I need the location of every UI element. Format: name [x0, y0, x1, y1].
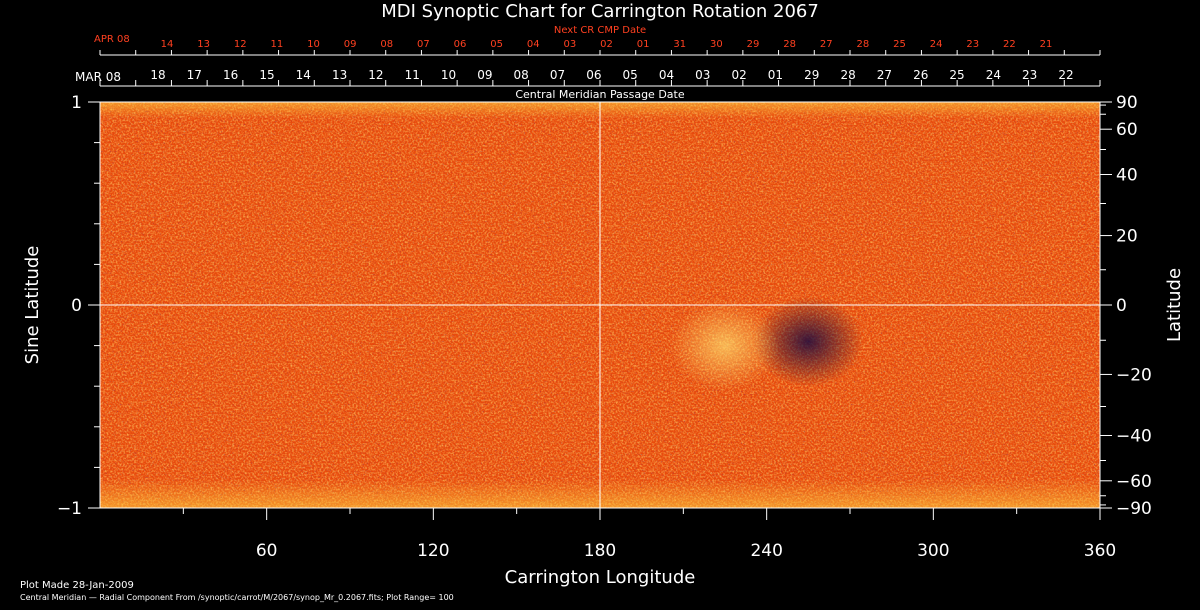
next-cr-day: 01: [637, 39, 650, 50]
top-axis-day: 07: [550, 68, 565, 82]
y-right-tick-label: 0: [1116, 296, 1127, 316]
left-axis: 1 0 −1: [57, 93, 100, 519]
x-tick-label: 180: [584, 541, 616, 561]
top-axis-day: 22: [1058, 68, 1073, 82]
top-axis-day: 12: [368, 68, 383, 82]
y-right-tick-label: 20: [1116, 227, 1138, 247]
top-axis-day: 18: [150, 68, 165, 82]
active-region-negative: [753, 296, 864, 387]
next-cr-day: 31: [673, 39, 686, 50]
y-left-tick-label: −1: [57, 499, 82, 519]
top-axis-day: 04: [659, 68, 674, 82]
x-tick-label: 300: [917, 541, 949, 561]
top-axis-day: 27: [877, 68, 892, 82]
next-cr-day: 11: [271, 39, 284, 50]
x-tick-label: 240: [750, 541, 782, 561]
active-region-positive: [670, 300, 780, 391]
next-cr-day: 05: [490, 39, 503, 50]
x-tick-label: 120: [417, 541, 449, 561]
y-right-tick-label: −20: [1116, 365, 1152, 385]
right-axis: 90 60 40 20 0 −20 −40 −60 −90: [1100, 93, 1152, 519]
footer-plot-made: Plot Made 28-Jan-2009: [20, 580, 134, 591]
top-axis-day: 10: [441, 68, 456, 82]
y-left-tick-label: 0: [71, 296, 82, 316]
next-cr-month: APR 08: [94, 34, 130, 45]
next-cr-day: 29: [747, 39, 760, 50]
next-cr-day: 06: [454, 39, 467, 50]
top-axis-day: 24: [986, 68, 1001, 82]
top-axis-day: 01: [768, 68, 783, 82]
next-cr-day: 30: [710, 39, 723, 50]
top-axis-day: 26: [913, 68, 928, 82]
next-cr-day: 14: [161, 39, 174, 50]
x-tick-label: 60: [256, 541, 278, 561]
next-cr-day: 10: [307, 39, 320, 50]
y-right-tick-label: −90: [1116, 499, 1152, 519]
top-axis-day: 23: [1022, 68, 1037, 82]
top-axis-day: 17: [187, 68, 202, 82]
next-cr-day: 24: [930, 39, 943, 50]
top-axis-day: 14: [296, 68, 311, 82]
bottom-axis-label: Carrington Longitude: [505, 567, 696, 588]
next-cr-day: 02: [600, 39, 613, 50]
top-axis-day: 16: [223, 68, 238, 82]
y-right-tick-label: 90: [1116, 93, 1138, 113]
next-cr-label: Next CR CMP Date: [554, 25, 646, 36]
top-axis-label: Central Meridian Passage Date: [515, 88, 684, 101]
top-axis-day: 02: [731, 68, 746, 82]
top-axis-day: 08: [514, 68, 529, 82]
next-cr-day: 22: [1003, 39, 1016, 50]
next-cr-day: 07: [417, 39, 430, 50]
top-axis-day: 05: [623, 68, 638, 82]
next-cr-day: 23: [966, 39, 979, 50]
bottom-axis: 60 120 180 240 300 360: [182, 508, 1116, 561]
top-axis-days: 18 17 16 15 14 13 12 11 10 09 08 07 06 05 04 03 02 01 29 28…: [150, 68, 1073, 82]
top-axis-day: 28: [840, 68, 855, 82]
top-axis-day: 09: [477, 68, 492, 82]
y-right-tick-label: 60: [1116, 120, 1138, 140]
next-cr-day: 09: [344, 39, 357, 50]
next-cr-day: 04: [527, 39, 540, 50]
x-tick-label: 360: [1084, 541, 1116, 561]
top-axis-day: 11: [405, 68, 420, 82]
next-cr-day: 27: [820, 39, 833, 50]
next-cr-days: 14 13 12 11 10 09 08 07 06 05 04 03 02 01 31 30 29 28 27 28…: [161, 39, 1053, 50]
chart-title: MDI Synoptic Chart for Carrington Rotati…: [381, 1, 819, 22]
next-cr-day: 08: [380, 39, 393, 50]
top-axis-month: MAR 08: [75, 70, 121, 84]
top-axis-day: 15: [259, 68, 274, 82]
y-right-tick-label: −60: [1116, 472, 1152, 492]
top-axis-day: 25: [949, 68, 964, 82]
next-cr-ticks: [99, 50, 1101, 55]
left-axis-label: Sine Latitude: [22, 246, 43, 365]
top-axis-day: 06: [586, 68, 601, 82]
top-axis-day: 29: [804, 68, 819, 82]
y-left-tick-label: 1: [71, 93, 82, 113]
footer-central-meridian: Central Meridian — Radial Component From…: [20, 593, 454, 602]
top-axis-ticks: [99, 80, 1101, 86]
right-axis-label: Latitude: [1164, 268, 1185, 342]
next-cr-day: 03: [564, 39, 577, 50]
active-regions: [670, 296, 864, 391]
top-axis-day: 03: [695, 68, 710, 82]
y-right-tick-label: −40: [1116, 426, 1152, 446]
next-cr-day: 28: [783, 39, 796, 50]
next-cr-day: 28: [857, 39, 870, 50]
next-cr-day: 21: [1040, 39, 1053, 50]
next-cr-day: 13: [197, 39, 210, 50]
next-cr-day: 25: [893, 39, 906, 50]
y-right-tick-label: 40: [1116, 166, 1138, 186]
top-axis-day: 13: [332, 68, 347, 82]
next-cr-day: 12: [234, 39, 247, 50]
